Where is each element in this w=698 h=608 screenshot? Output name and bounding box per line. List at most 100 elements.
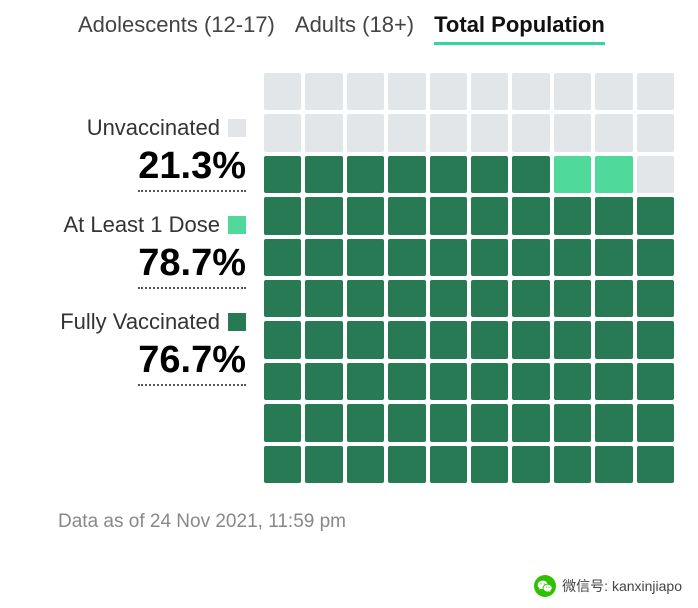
waffle-cell [595,280,632,317]
waffle-cell [637,114,674,151]
waffle-cell [264,404,301,441]
waffle-cell [430,404,467,441]
waffle-cell [595,73,632,110]
waffle-cell [554,363,591,400]
legend-value: 76.7% [138,339,246,386]
waffle-cell [430,73,467,110]
waffle-cell [305,321,342,358]
waffle-cell [388,114,425,151]
waffle-cell [512,239,549,276]
waffle-cell [264,73,301,110]
waffle-cell [637,197,674,234]
data-timestamp: Data as of 24 Nov 2021, 11:59 pm [18,511,680,533]
waffle-cell [430,363,467,400]
waffle-cell [305,114,342,151]
legend-item-unvaccinated: Unvaccinated21.3% [87,115,246,192]
waffle-cell [554,73,591,110]
waffle-cell [595,446,632,483]
waffle-cell [347,404,384,441]
waffle-cell [554,321,591,358]
legend-swatch [228,313,246,331]
waffle-cell [388,197,425,234]
waffle-cell [512,280,549,317]
waffle-cell [347,73,384,110]
waffle-cell [471,156,508,193]
waffle-cell [305,239,342,276]
waffle-cell [637,321,674,358]
waffle-cell [430,321,467,358]
waffle-cell [471,321,508,358]
legend-item-fully: Fully Vaccinated 76.7% [60,309,246,386]
waffle-cell [430,446,467,483]
waffle-cell [264,239,301,276]
waffle-cell [347,363,384,400]
waffle-cell [637,73,674,110]
waffle-cell [554,280,591,317]
waffle-cell [305,280,342,317]
waffle-cell [512,363,549,400]
waffle-cell [554,239,591,276]
waffle-cell [595,363,632,400]
waffle-cell [554,197,591,234]
tab-adolescents-12-17-[interactable]: Adolescents (12-17) [78,12,275,45]
waffle-cell [347,114,384,151]
legend-label: Fully Vaccinated [60,309,220,335]
tab-adults-18-[interactable]: Adults (18+) [295,12,414,45]
waffle-cell [554,446,591,483]
legend-item-at_least_1: At Least 1 Dose78.7% [63,212,246,289]
waffle-cell [595,404,632,441]
legend-swatch [228,216,246,234]
waffle-cell [471,404,508,441]
waffle-cell [347,280,384,317]
waffle-cell [471,114,508,151]
waffle-cell [305,73,342,110]
waffle-cell [471,239,508,276]
tab-bar: Adolescents (12-17) Adults (18+) Total Pop… [18,12,680,45]
waffle-cell [430,239,467,276]
waffle-cell [471,197,508,234]
waffle-cell [305,404,342,441]
waffle-cell [264,280,301,317]
waffle-cell [305,363,342,400]
waffle-cell [430,114,467,151]
waffle-cell [347,446,384,483]
waffle-cell [347,197,384,234]
waffle-cell [471,73,508,110]
waffle-cell [637,239,674,276]
waffle-cell [347,239,384,276]
waffle-cell [512,321,549,358]
legend: Unvaccinated21.3% At Least 1 Dose78.7% Ful… [18,73,246,483]
waffle-cell [512,114,549,151]
waffle-cell [512,156,549,193]
waffle-cell [264,446,301,483]
waffle-cell [264,114,301,151]
waffle-cell [471,280,508,317]
waffle-cell [388,446,425,483]
waffle-cell [388,239,425,276]
waffle-cell [471,363,508,400]
waffle-cell [595,156,632,193]
waffle-cell [637,404,674,441]
waffle-cell [595,321,632,358]
waffle-cell [595,239,632,276]
waffle-cell [512,404,549,441]
waffle-cell [264,321,301,358]
waffle-cell [388,404,425,441]
waffle-cell [264,197,301,234]
waffle-cell [512,197,549,234]
legend-value: 78.7% [138,242,246,289]
waffle-cell [637,156,674,193]
waffle-cell [388,321,425,358]
waffle-cell [264,156,301,193]
tab-total-population[interactable]: Total Population [434,12,605,45]
waffle-cell [554,404,591,441]
waffle-cell [305,197,342,234]
waffle-cell [264,363,301,400]
waffle-cell [554,114,591,151]
waffle-cell [430,280,467,317]
waffle-cell [637,363,674,400]
waffle-cell [512,446,549,483]
waffle-cell [347,321,384,358]
legend-value: 21.3% [138,145,246,192]
wechat-label: 微信号: kanxinjiapo [562,576,682,596]
